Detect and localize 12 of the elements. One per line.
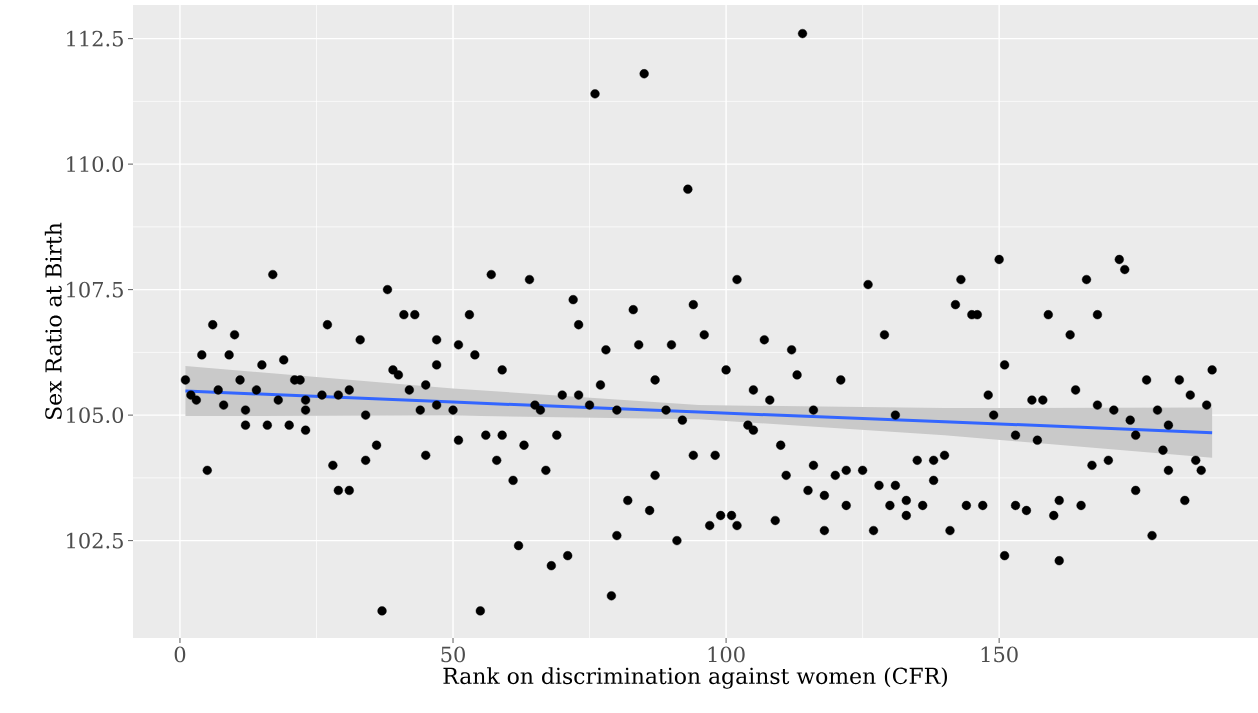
y-tick-label: 102.5 (67, 532, 123, 549)
x-axis-title: Rank on discrimination against women (CFR) (443, 667, 947, 689)
x-tick-label: 0 (174, 646, 186, 663)
y-tick-label: 110.0 (67, 156, 124, 173)
x-tick-label: 50 (441, 646, 465, 663)
y-tick-label: 107.5 (67, 281, 123, 298)
x-tick-label: 100 (708, 646, 745, 663)
y-tick-label: 112.5 (67, 30, 123, 47)
y-tick-label: 105.0 (67, 407, 124, 424)
y-axis-title: Sex Ratio at Birth (44, 222, 62, 420)
x-tick-label: 150 (981, 646, 1018, 663)
line-series (183, 389, 1214, 435)
